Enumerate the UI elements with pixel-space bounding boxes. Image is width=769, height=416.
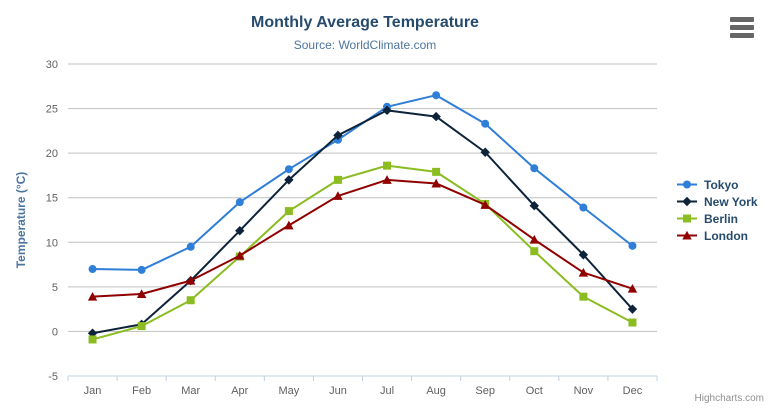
legend-item-new-york[interactable]: New York bbox=[676, 193, 758, 210]
export-menu-button[interactable] bbox=[730, 17, 754, 38]
point-new-york-sep[interactable] bbox=[480, 147, 490, 157]
legend-marker-symbol bbox=[683, 180, 691, 189]
point-berlin-oct[interactable] bbox=[530, 247, 539, 256]
chart-title: Monthly Average Temperature bbox=[251, 14, 479, 31]
y-axis-tick-label: 10 bbox=[46, 237, 58, 249]
x-axis-tick-label: Sep bbox=[475, 385, 495, 397]
point-london-jul[interactable] bbox=[382, 175, 392, 184]
legend-item-london[interactable]: London bbox=[676, 227, 758, 244]
point-berlin-mar[interactable] bbox=[186, 296, 195, 305]
legend-item-tokyo[interactable]: Tokyo bbox=[676, 176, 758, 193]
point-tokyo-oct[interactable] bbox=[530, 164, 539, 173]
point-london-nov[interactable] bbox=[578, 267, 589, 277]
x-axis-tick-label: Jul bbox=[380, 385, 394, 397]
point-london-dec[interactable] bbox=[627, 283, 638, 293]
legend-circle-marker-icon bbox=[677, 180, 697, 189]
point-london-apr[interactable] bbox=[235, 250, 245, 260]
x-axis-tick-label: Oct bbox=[526, 385, 543, 397]
hamburger-menu-icon bbox=[730, 25, 754, 30]
legend-diamond-marker-icon bbox=[677, 196, 697, 207]
x-axis-tick-label: Dec bbox=[623, 385, 643, 397]
point-berlin-may[interactable] bbox=[284, 207, 293, 216]
legend-marker-symbol bbox=[682, 230, 692, 240]
x-axis-tick-label: Apr bbox=[231, 385, 248, 397]
series-line-tokyo[interactable] bbox=[91, 94, 634, 271]
point-berlin-dec[interactable] bbox=[628, 318, 637, 327]
point-london-mar[interactable] bbox=[186, 275, 196, 285]
y-axis-tick-label: 0 bbox=[52, 326, 58, 338]
point-london-may[interactable] bbox=[284, 220, 294, 230]
legend-triangle-marker-icon bbox=[677, 230, 697, 240]
y-axis-title: Temperature (°C) bbox=[14, 172, 28, 269]
chart-subtitle: Source: WorldClimate.com bbox=[293, 38, 437, 52]
point-london-jun[interactable] bbox=[333, 191, 343, 200]
legend-item-berlin[interactable]: Berlin bbox=[676, 210, 758, 227]
legend-label-berlin: Berlin bbox=[704, 211, 739, 226]
point-new-york-apr[interactable] bbox=[235, 225, 245, 236]
point-tokyo-apr[interactable] bbox=[235, 198, 244, 207]
point-tokyo-sep[interactable] bbox=[481, 119, 490, 128]
point-berlin-jan[interactable] bbox=[88, 335, 97, 344]
x-axis-tick-label: Mar bbox=[181, 385, 200, 397]
point-new-york-jun[interactable] bbox=[333, 130, 343, 141]
series-line-new-york[interactable] bbox=[91, 109, 634, 335]
x-axis-tick-label: Feb bbox=[132, 385, 151, 397]
point-berlin-jun[interactable] bbox=[333, 175, 342, 184]
hamburger-menu-icon bbox=[730, 33, 754, 38]
point-tokyo-jan[interactable] bbox=[88, 265, 97, 274]
point-berlin-jul[interactable] bbox=[383, 161, 392, 170]
point-london-oct[interactable] bbox=[529, 234, 539, 244]
x-axis-tick-label: Aug bbox=[426, 385, 446, 397]
point-tokyo-may[interactable] bbox=[284, 165, 293, 174]
y-axis-tick-label: 25 bbox=[46, 104, 58, 116]
point-new-york-aug[interactable] bbox=[431, 111, 441, 122]
x-axis-tick-label: Jun bbox=[329, 385, 347, 397]
point-new-york-dec[interactable] bbox=[627, 304, 638, 314]
legend-label-london: London bbox=[704, 228, 748, 243]
y-axis-tick-label: -5 bbox=[48, 371, 58, 383]
x-axis-tick-label: Jan bbox=[84, 385, 102, 397]
series-line-berlin[interactable] bbox=[91, 164, 634, 341]
legend-marker-symbol bbox=[682, 196, 692, 207]
point-london-jan[interactable] bbox=[87, 291, 98, 301]
y-axis-tick-label: 5 bbox=[52, 282, 58, 294]
point-tokyo-dec[interactable] bbox=[628, 241, 637, 250]
legend-square-marker-icon bbox=[677, 214, 697, 223]
series-line-london[interactable] bbox=[91, 178, 634, 298]
hamburger-menu-icon bbox=[730, 17, 754, 22]
point-london-sep[interactable] bbox=[480, 200, 490, 209]
point-tokyo-nov[interactable] bbox=[579, 203, 588, 212]
y-axis-tick-label: 15 bbox=[46, 193, 58, 205]
point-new-york-oct[interactable] bbox=[529, 201, 539, 211]
point-tokyo-mar[interactable] bbox=[186, 242, 195, 251]
point-berlin-aug[interactable] bbox=[432, 167, 441, 176]
x-axis-tick-label: Nov bbox=[574, 385, 594, 397]
point-new-york-may[interactable] bbox=[284, 175, 294, 185]
point-berlin-nov[interactable] bbox=[579, 292, 588, 301]
point-berlin-feb[interactable] bbox=[137, 322, 146, 331]
credits-link[interactable]: Highcharts.com bbox=[694, 393, 764, 404]
point-london-feb[interactable] bbox=[136, 289, 147, 298]
point-tokyo-aug[interactable] bbox=[432, 91, 441, 100]
y-axis-tick-label: 20 bbox=[46, 148, 58, 160]
point-london-aug[interactable] bbox=[431, 178, 441, 188]
point-new-york-nov[interactable] bbox=[578, 250, 589, 260]
legend-label-new-york: New York bbox=[704, 194, 758, 209]
point-tokyo-feb[interactable] bbox=[137, 265, 146, 274]
point-new-york-jul[interactable] bbox=[382, 105, 392, 116]
legend-marker-symbol bbox=[683, 214, 691, 223]
x-axis-tick-label: May bbox=[278, 385, 299, 397]
y-axis-tick-label: 30 bbox=[46, 59, 58, 71]
legend: Tokyo New York Berlin London bbox=[676, 176, 758, 244]
legend-label-tokyo: Tokyo bbox=[704, 177, 739, 192]
